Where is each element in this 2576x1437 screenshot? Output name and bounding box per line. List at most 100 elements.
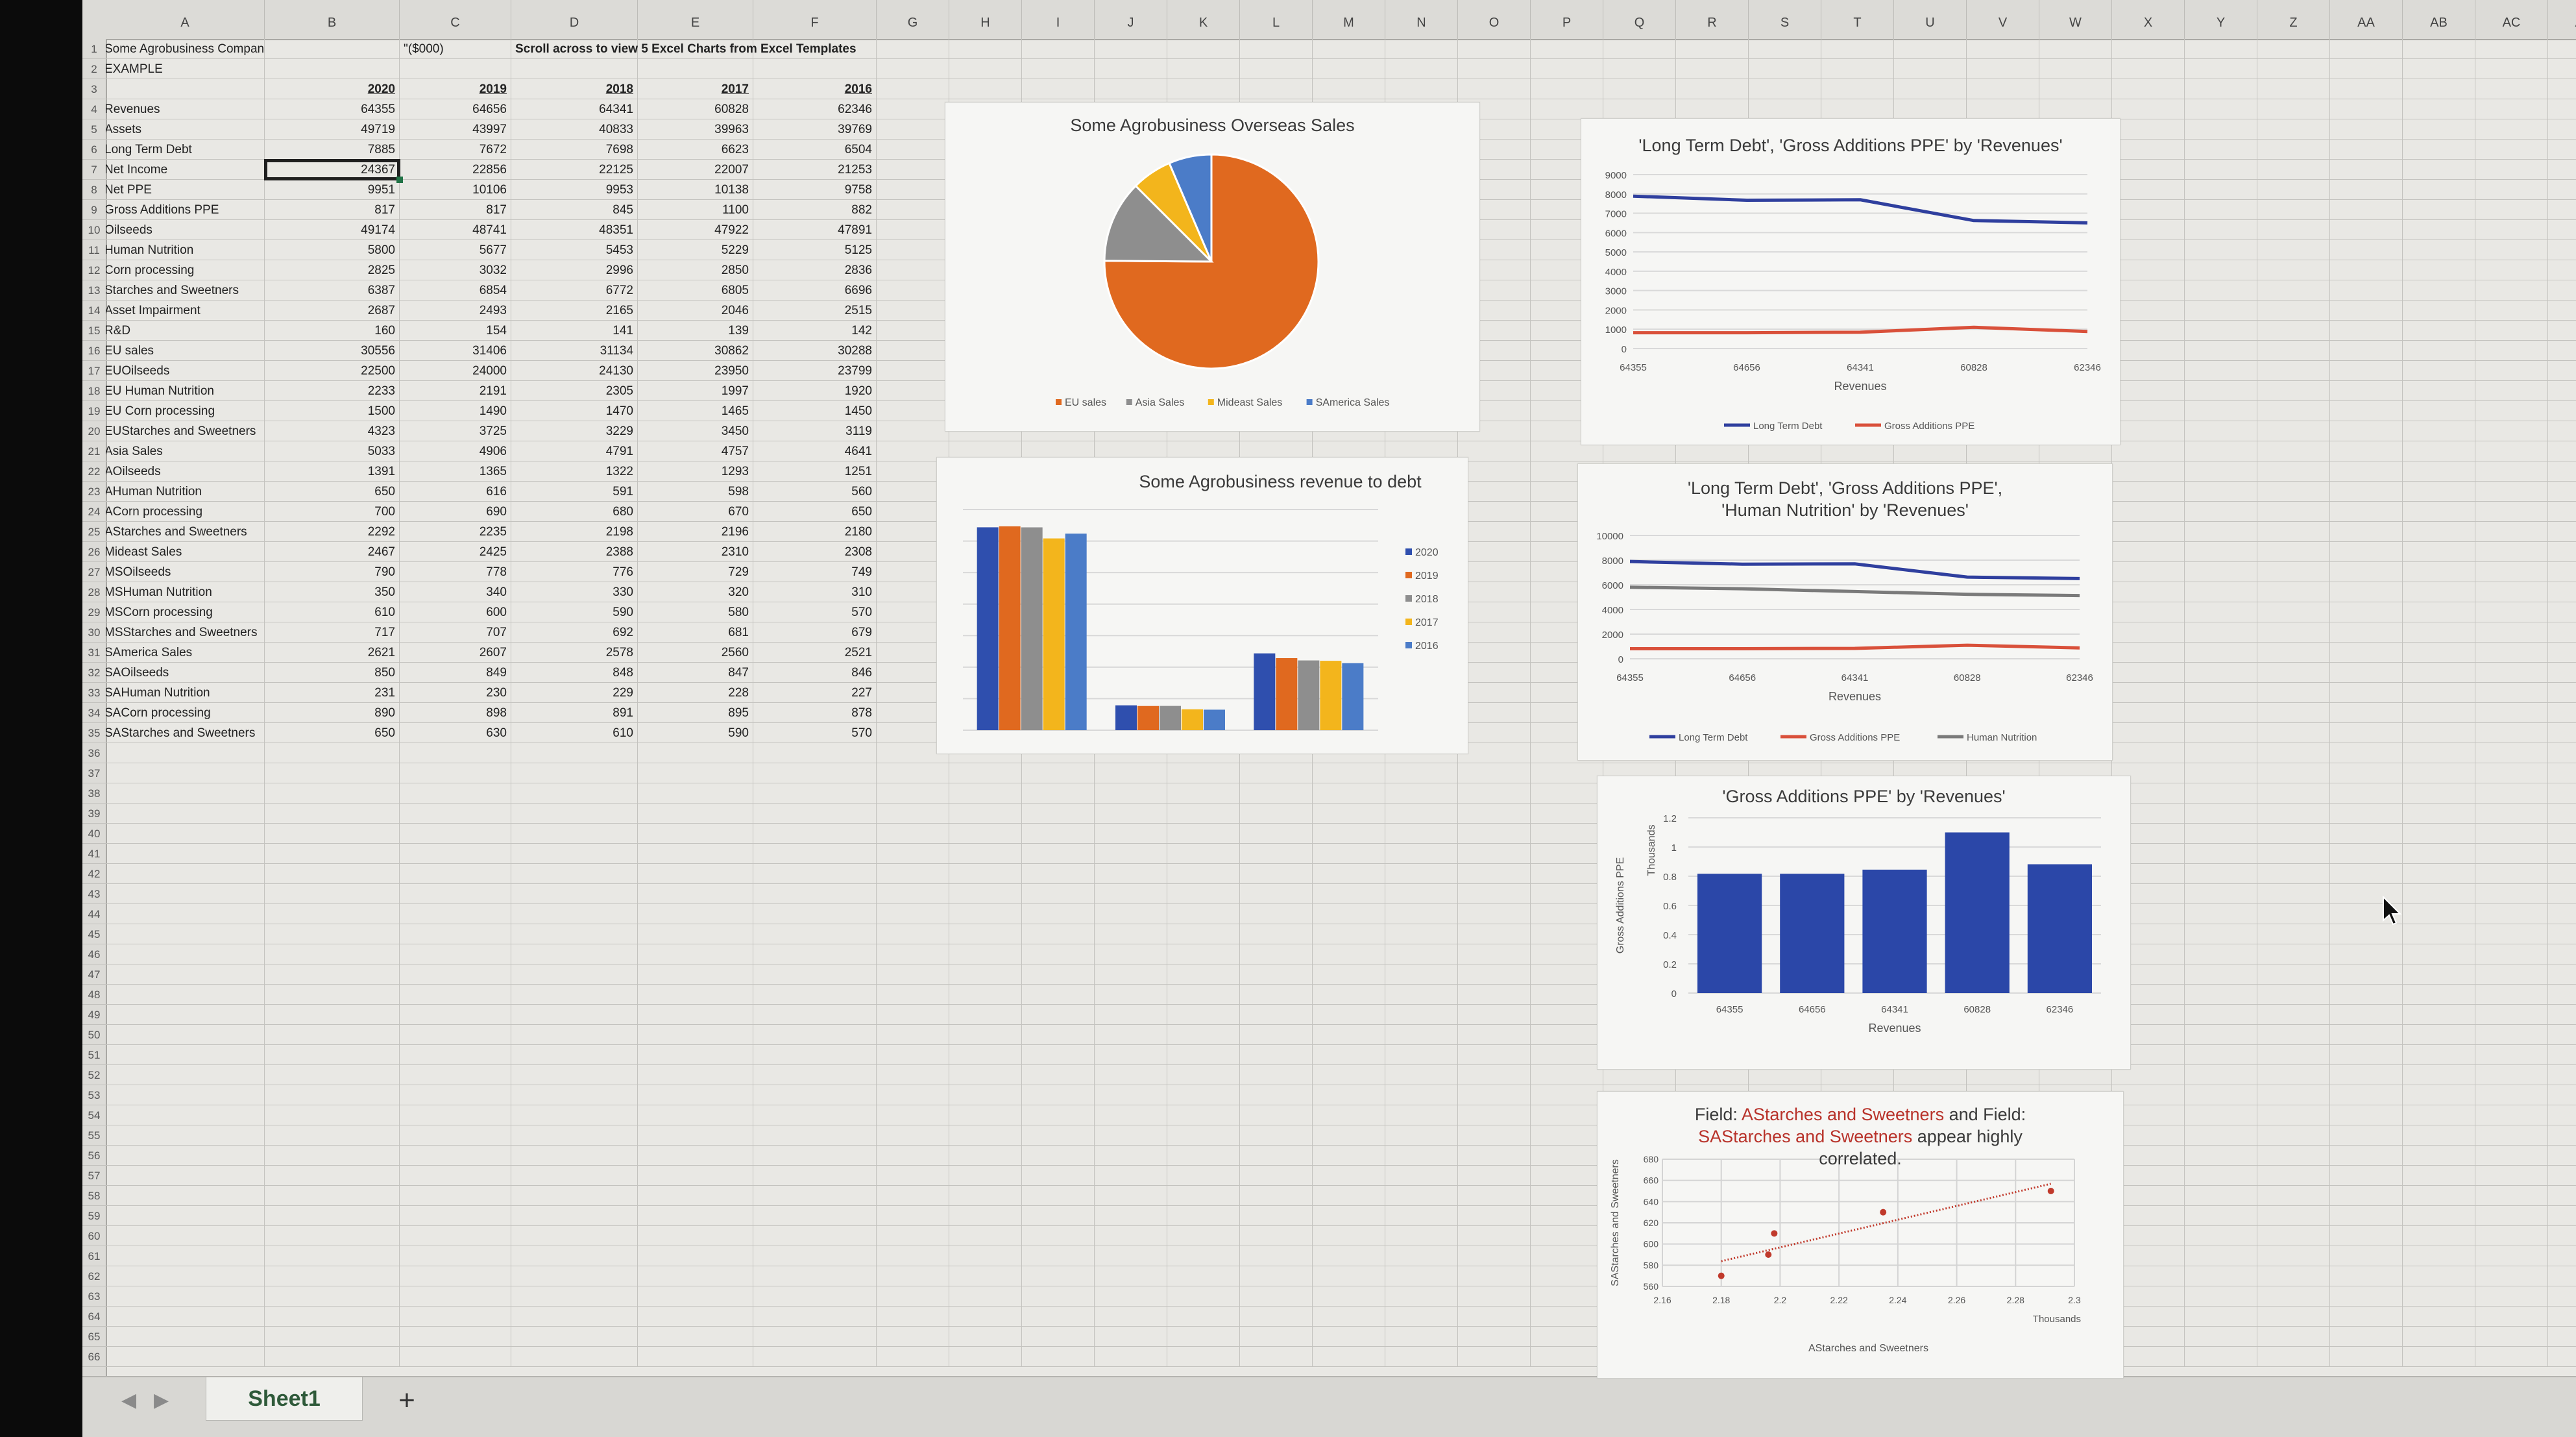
empty-cell[interactable] [753, 1266, 877, 1286]
empty-cell[interactable] [2257, 99, 2330, 119]
empty-cell[interactable] [2475, 160, 2548, 180]
empty-cell[interactable] [106, 1105, 265, 1125]
empty-cell[interactable] [2112, 663, 2185, 683]
empty-cell[interactable] [1385, 824, 1458, 844]
empty-cell[interactable] [511, 1286, 638, 1307]
empty-cell[interactable] [2257, 401, 2330, 421]
row-label[interactable]: Mideast Sales [106, 542, 265, 562]
empty-cell[interactable] [2548, 1307, 2576, 1327]
value-cell[interactable]: 848 [511, 663, 638, 683]
empty-cell[interactable] [2257, 1246, 2330, 1266]
empty-cell[interactable] [2475, 441, 2548, 461]
empty-cell[interactable] [877, 1065, 949, 1085]
empty-cell[interactable] [877, 844, 949, 864]
empty-cell[interactable] [1458, 160, 1531, 180]
empty-cell[interactable] [2403, 59, 2475, 79]
empty-cell[interactable] [949, 1166, 1022, 1186]
empty-cell[interactable] [1458, 1005, 1531, 1025]
empty-cell[interactable] [2403, 381, 2475, 401]
column-header-P[interactable]: P [1531, 0, 1603, 39]
empty-cell[interactable] [1458, 482, 1531, 502]
empty-cell[interactable] [1167, 1045, 1240, 1065]
empty-cell[interactable] [2330, 1085, 2403, 1105]
empty-cell[interactable] [2475, 401, 2548, 421]
value-cell[interactable]: 1920 [753, 381, 877, 401]
column-header-E[interactable]: E [638, 0, 753, 39]
row-label[interactable]: Corn processing [106, 260, 265, 280]
empty-cell[interactable] [2548, 321, 2576, 341]
empty-cell[interactable] [2185, 703, 2257, 723]
empty-cell[interactable] [2257, 683, 2330, 703]
empty-cell[interactable] [1313, 964, 1385, 985]
empty-cell[interactable] [1167, 1025, 1240, 1045]
empty-cell[interactable] [1458, 1085, 1531, 1105]
empty-cell[interactable] [511, 1186, 638, 1206]
empty-cell[interactable] [1458, 1327, 1531, 1347]
empty-cell[interactable] [1603, 59, 1676, 79]
empty-cell[interactable] [877, 119, 949, 140]
empty-cell[interactable] [1313, 1065, 1385, 1085]
empty-cell[interactable] [265, 864, 400, 884]
empty-cell[interactable] [511, 864, 638, 884]
row-label[interactable]: MSHuman Nutrition [106, 582, 265, 602]
empty-cell[interactable] [1458, 381, 1531, 401]
empty-cell[interactable] [2403, 884, 2475, 904]
empty-cell[interactable] [1967, 441, 2039, 461]
row-label[interactable]: Net PPE [106, 180, 265, 200]
empty-cell[interactable] [2475, 663, 2548, 683]
column-header-M[interactable]: M [1313, 0, 1385, 39]
empty-cell[interactable] [638, 1146, 753, 1166]
empty-cell[interactable] [877, 1105, 949, 1125]
empty-cell[interactable] [2330, 421, 2403, 441]
column-header-T[interactable]: T [1821, 0, 1894, 39]
empty-cell[interactable] [1167, 1246, 1240, 1266]
column-header-Z[interactable]: Z [2257, 0, 2330, 39]
empty-cell[interactable] [2548, 341, 2576, 361]
row-header-25[interactable]: 25 [82, 522, 106, 542]
empty-cell[interactable] [2039, 99, 2112, 119]
empty-cell[interactable] [2548, 643, 2576, 663]
row-header-58[interactable]: 58 [82, 1186, 106, 1206]
empty-cell[interactable] [2403, 783, 2475, 804]
empty-cell[interactable] [1458, 421, 1531, 441]
empty-cell[interactable] [2112, 904, 2185, 924]
empty-cell[interactable] [2257, 441, 2330, 461]
empty-cell[interactable] [1240, 1327, 1313, 1347]
empty-cell[interactable] [2403, 119, 2475, 140]
empty-cell[interactable] [949, 964, 1022, 985]
empty-cell[interactable] [400, 964, 511, 985]
empty-cell[interactable] [1022, 1186, 1095, 1206]
empty-cell[interactable] [2475, 1045, 2548, 1065]
empty-cell[interactable] [2185, 723, 2257, 743]
empty-cell[interactable] [2257, 1005, 2330, 1025]
empty-cell[interactable] [1458, 844, 1531, 864]
empty-cell[interactable] [2403, 743, 2475, 763]
empty-cell[interactable] [2548, 1186, 2576, 1206]
empty-cell[interactable] [511, 1327, 638, 1347]
empty-cell[interactable] [1167, 964, 1240, 985]
row-header-34[interactable]: 34 [82, 703, 106, 723]
empty-cell[interactable] [1240, 1025, 1313, 1045]
empty-cell[interactable] [106, 743, 265, 763]
empty-cell[interactable] [2548, 260, 2576, 280]
value-cell[interactable]: 2850 [638, 260, 753, 280]
row-header-59[interactable]: 59 [82, 1206, 106, 1226]
value-cell[interactable]: 2292 [265, 522, 400, 542]
value-cell[interactable]: 6696 [753, 280, 877, 301]
column-header-L[interactable]: L [1240, 0, 1313, 39]
empty-cell[interactable] [265, 924, 400, 944]
empty-cell[interactable] [106, 1005, 265, 1025]
empty-cell[interactable] [1022, 79, 1095, 99]
value-cell[interactable]: 64355 [265, 99, 400, 119]
row-label[interactable]: MSCorn processing [106, 602, 265, 622]
empty-cell[interactable] [2112, 461, 2185, 482]
empty-cell[interactable] [2475, 1286, 2548, 1307]
empty-cell[interactable] [2185, 824, 2257, 844]
value-cell[interactable]: 891 [511, 703, 638, 723]
empty-cell[interactable] [638, 804, 753, 824]
empty-cell[interactable] [753, 1246, 877, 1266]
empty-cell[interactable] [1313, 1085, 1385, 1105]
empty-cell[interactable] [2257, 220, 2330, 240]
value-cell[interactable]: 31406 [400, 341, 511, 361]
empty-cell[interactable] [753, 1286, 877, 1307]
